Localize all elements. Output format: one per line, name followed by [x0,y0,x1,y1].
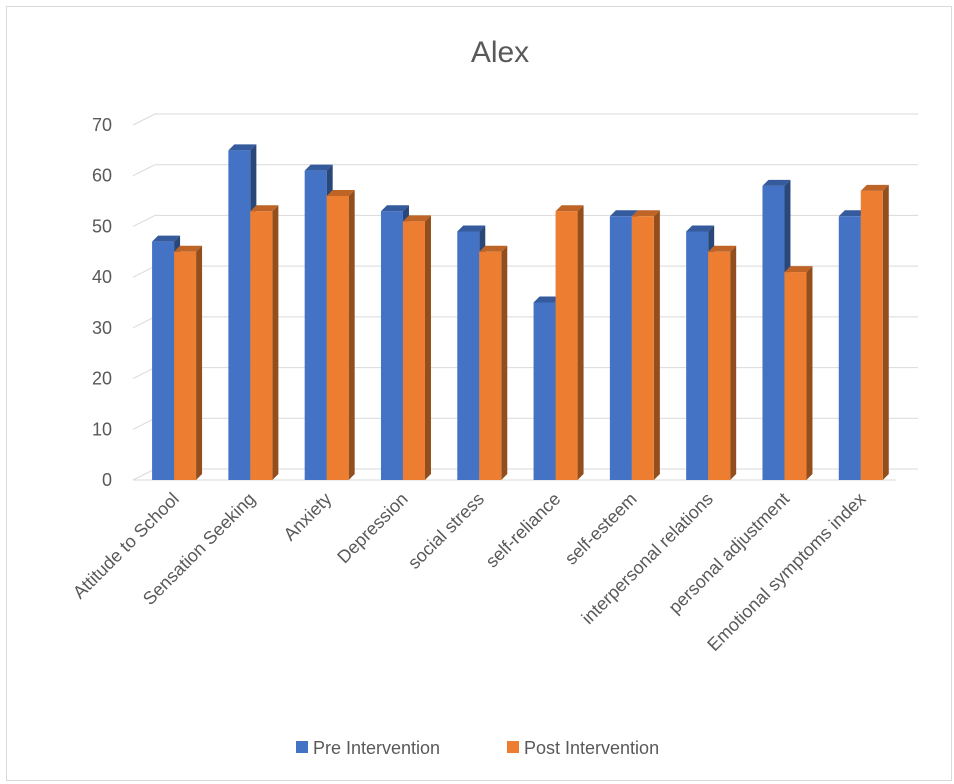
bar-top [838,210,867,217]
x-tick-label: Emotional symptoms index [703,489,869,655]
bar-top [174,245,203,252]
y-tick-label: 60 [92,166,112,186]
bar-side [196,245,203,480]
x-tick-label: social stress [404,489,488,573]
bar-top [380,205,409,212]
chart-title: Alex [471,36,529,69]
bar-top [609,210,638,217]
bar-side [272,205,279,480]
x-tick-label: Depression [333,489,412,568]
bar-top [304,164,333,171]
gridline-diagonal [132,265,156,278]
legend: Pre Intervention Post Intervention [296,738,659,758]
bar-front [304,170,327,480]
y-tick-label: 30 [92,318,112,338]
y-tick-label: 50 [92,216,112,236]
bar-front [762,185,785,480]
bar [784,266,813,480]
bar-front [533,302,556,480]
bar-side [577,205,584,480]
y-axis: 0 10 20 30 40 50 60 70 [92,115,112,490]
bar-front [555,211,578,480]
gridline-diagonal [132,468,156,481]
legend-swatch-post [507,741,519,753]
bar-top [250,205,279,212]
bar-side [653,210,660,481]
bar-front [457,231,480,480]
y-tick-label: 40 [92,267,112,287]
bar-side [424,215,431,480]
gridline-diagonal [132,316,156,329]
x-tick-label: self-esteem [561,489,641,569]
bar-side [730,245,737,480]
bars [152,144,889,481]
bar-top [860,184,889,191]
y-tick-label: 0 [102,470,112,490]
bar-side [882,184,889,480]
bar-top [708,245,737,252]
bar [631,210,660,481]
bar-side [501,245,508,480]
bar-top [762,179,791,186]
bar-front [250,211,273,480]
bar-front [838,216,861,481]
gridline-diagonal [132,417,156,430]
bar-front [380,211,403,480]
bar-top [784,266,813,273]
bar-front [174,251,197,480]
gridline-diagonal [132,113,156,126]
bar-front [152,241,175,480]
bar-front [228,150,251,480]
gridline-diagonal [132,214,156,227]
bar-front [402,221,425,480]
x-tick-label: interpersonal relations [578,489,717,628]
bar-side [348,190,355,480]
bar-top [326,190,355,196]
bar-front [326,196,349,480]
bar-top [457,225,486,232]
bar-front [686,231,709,480]
bar-side [806,266,813,480]
bar [708,245,737,480]
legend-swatch-pre [296,741,308,753]
bar-top [228,144,257,151]
gridline-diagonal [132,164,156,177]
bar-top [402,215,431,222]
legend-label-pre: Pre Intervention [313,738,440,758]
bar-front [860,190,883,480]
bar [326,190,355,480]
y-tick-label: 20 [92,369,112,389]
bar-front [631,216,654,481]
y-tick-label: 10 [92,419,112,439]
y-tick-label: 70 [92,115,112,135]
bar-front [708,251,731,480]
bar-top [533,296,562,303]
x-tick-label: Anxiety [280,489,336,545]
bar [555,205,584,480]
bar-top [479,245,508,252]
legend-label-post: Post Intervention [524,738,659,758]
gridline-diagonal [132,367,156,380]
bar-top [152,235,181,242]
x-tick-label: self-reliance [482,489,565,572]
bar [250,205,279,480]
bar [402,215,431,480]
bar-front [609,216,632,481]
bar [174,245,203,480]
bar-front [784,272,807,480]
bar [479,245,508,480]
bar [860,184,889,480]
bar-front [479,251,502,480]
bar-top [631,210,660,217]
bar-top [686,225,715,232]
bar-top [555,205,584,212]
